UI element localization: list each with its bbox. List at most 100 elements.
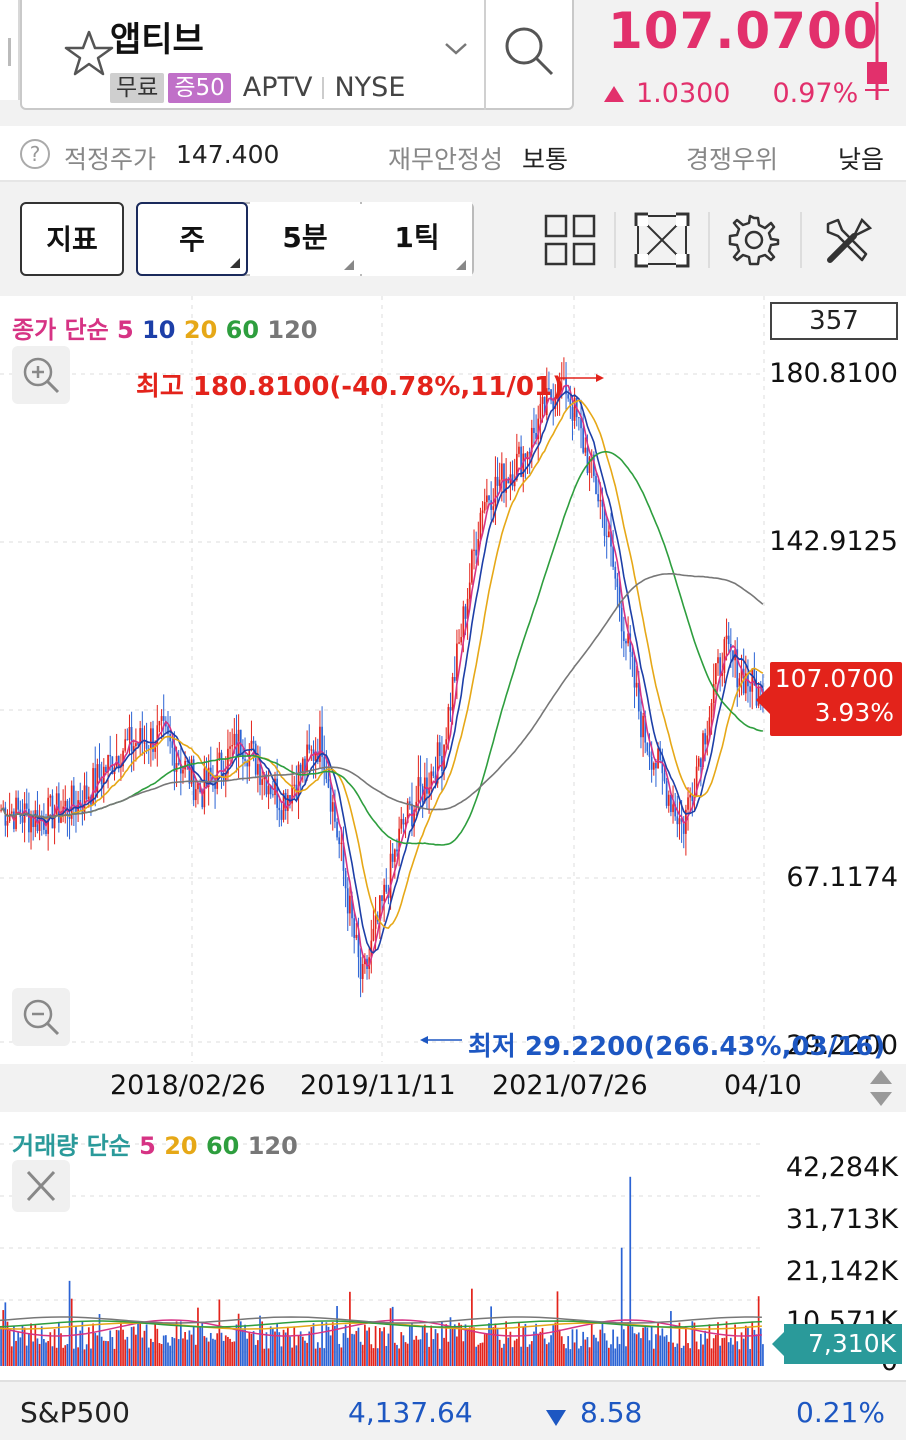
volume-bar xyxy=(286,1326,289,1366)
volume-bar xyxy=(578,1348,580,1366)
candle-body xyxy=(661,760,664,774)
zoom-in-button[interactable] xyxy=(12,346,70,404)
candle-body xyxy=(109,754,112,757)
y-tick-label: 67.1174 xyxy=(786,862,898,893)
candle-body xyxy=(301,758,304,774)
volume-bar xyxy=(374,1326,377,1366)
volume-bar xyxy=(738,1349,741,1366)
candle-body xyxy=(267,786,270,795)
search-icon[interactable] xyxy=(500,22,560,82)
volume-bar xyxy=(511,1347,514,1366)
edge-handle xyxy=(8,38,11,66)
candle-body xyxy=(494,476,497,507)
candle-body xyxy=(406,801,409,823)
margin-badge: 증50 xyxy=(168,72,231,103)
volume-bar xyxy=(242,1329,244,1366)
candle-body xyxy=(64,800,67,807)
candle-body xyxy=(430,771,433,789)
close-volume-button[interactable] xyxy=(12,1160,70,1212)
volume-bar xyxy=(753,1329,756,1366)
candle-body xyxy=(479,512,482,540)
candle-body xyxy=(184,760,186,770)
financial-stability-label: 재무안정성 xyxy=(388,145,504,174)
period-week-button[interactable]: 주 xyxy=(136,202,248,276)
vol-y-tick-label: 31,713K xyxy=(785,1204,898,1235)
volume-bar xyxy=(646,1327,649,1366)
up-down-arrows-icon[interactable] xyxy=(866,1068,896,1108)
chevron-down-icon[interactable] xyxy=(442,38,470,58)
candle-body xyxy=(727,635,730,645)
indicator-button[interactable]: 지표 xyxy=(20,202,124,276)
tools-icon[interactable] xyxy=(818,210,878,270)
volume-bar xyxy=(402,1335,405,1366)
volume-bar xyxy=(338,1343,341,1366)
candle-body xyxy=(36,810,39,831)
date-axis[interactable]: 2018/02/26 2019/11/11 2021/07/26 04/10 xyxy=(0,1064,906,1112)
period-5min-button[interactable]: 5분 xyxy=(250,202,360,276)
candle-body xyxy=(436,742,439,784)
candle-count[interactable]: 357 xyxy=(770,302,898,340)
candle-body xyxy=(8,813,11,821)
volume-bar xyxy=(47,1341,50,1366)
candle-body xyxy=(229,746,231,749)
volume-bar xyxy=(691,1321,694,1366)
candle-body xyxy=(498,479,501,486)
volume-bar xyxy=(490,1306,492,1366)
candle-body xyxy=(274,778,276,796)
index-ticker-bar[interactable]: S&P500 4,137.64 8.58 0.21% xyxy=(0,1380,906,1440)
zoom-out-button[interactable] xyxy=(12,988,70,1046)
candle-body xyxy=(100,777,103,785)
volume-bar xyxy=(36,1338,39,1366)
candle-body xyxy=(445,739,448,745)
layout-grid-icon[interactable] xyxy=(540,210,600,270)
volume-bar xyxy=(229,1338,231,1366)
volume-bar xyxy=(17,1332,20,1366)
volume-bar xyxy=(674,1346,677,1366)
candle-body xyxy=(676,816,679,825)
volume-bar xyxy=(655,1334,657,1366)
volume-bar xyxy=(496,1327,499,1366)
star-icon[interactable] xyxy=(62,28,116,78)
candle-body xyxy=(194,789,197,801)
candle-body xyxy=(704,733,707,745)
volume-bar xyxy=(556,1291,559,1366)
volume-bar xyxy=(560,1336,563,1366)
candle-body xyxy=(449,707,452,711)
period-1tick-button[interactable]: 1틱 xyxy=(362,202,472,276)
candle-body xyxy=(280,810,283,820)
volume-bar xyxy=(498,1339,501,1366)
candle-body xyxy=(278,807,281,811)
back-edge[interactable] xyxy=(0,0,20,100)
candle-body xyxy=(616,578,619,588)
volume-bar xyxy=(137,1323,139,1366)
candle-body xyxy=(132,746,135,752)
vol-ma-legend-20: 20 xyxy=(164,1132,198,1160)
volume-bar xyxy=(132,1326,135,1366)
candle-body xyxy=(164,720,167,727)
volume-bar xyxy=(644,1326,647,1366)
gear-icon[interactable] xyxy=(724,210,784,270)
volume-bar xyxy=(436,1333,439,1366)
help-icon[interactable]: ? xyxy=(20,139,50,169)
volume-bar xyxy=(90,1348,92,1366)
fullscreen-icon[interactable] xyxy=(632,210,692,270)
stock-name[interactable]: 앱티브 xyxy=(110,20,204,60)
competitive-advantage-value: 낮음 xyxy=(838,145,885,174)
chart-area[interactable]: 종가 단순 5 10 20 60 120 357 180.8100 142.91… xyxy=(0,296,906,1380)
candle-body xyxy=(601,499,604,507)
candle-body xyxy=(43,818,45,830)
volume-bar xyxy=(535,1323,537,1366)
candle-body xyxy=(492,506,495,510)
volume-bar xyxy=(417,1339,420,1366)
volume-bar xyxy=(513,1340,516,1366)
volume-bar xyxy=(92,1323,94,1366)
volume-bar xyxy=(714,1335,717,1366)
volume-bar xyxy=(188,1330,191,1366)
volume-bar xyxy=(443,1337,445,1366)
volume-bar xyxy=(184,1331,186,1366)
low-arrow-icon xyxy=(420,1036,428,1044)
volume-bar xyxy=(762,1344,764,1366)
volume-bar xyxy=(49,1332,52,1366)
volume-bar xyxy=(573,1342,576,1366)
price-chart[interactable] xyxy=(0,296,906,1380)
